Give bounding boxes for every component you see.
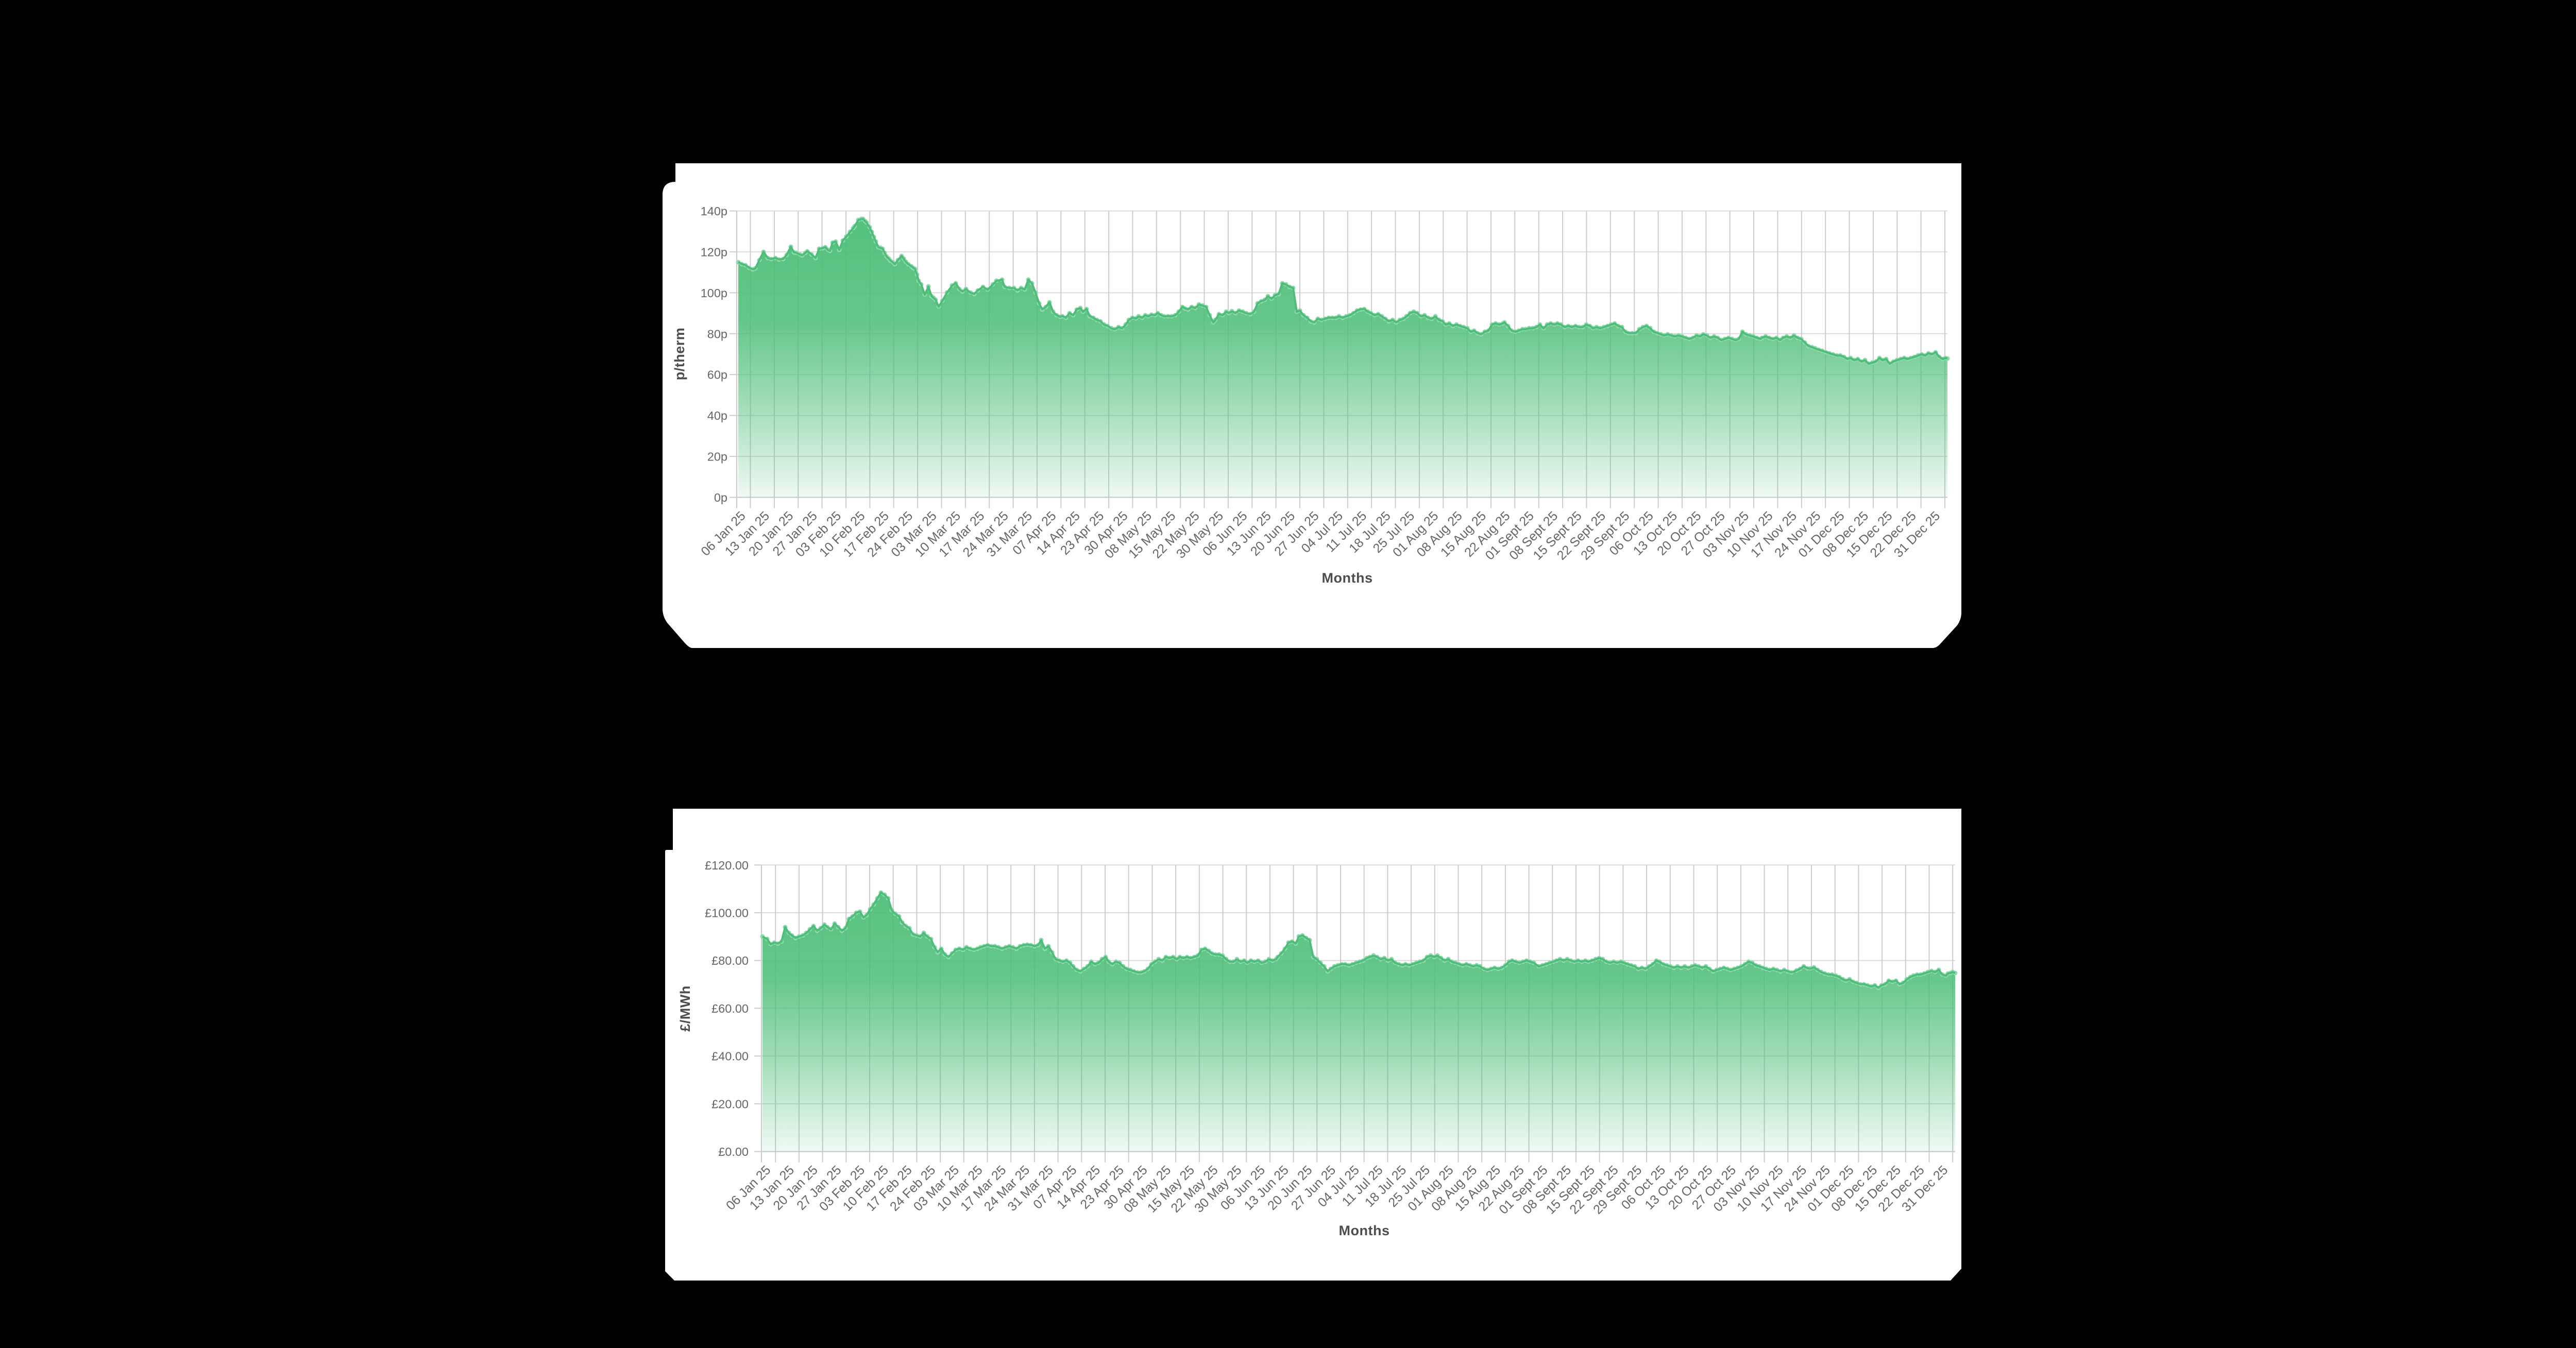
svg-text:60p: 60p (707, 368, 727, 382)
svg-text:100p: 100p (701, 286, 727, 300)
svg-text:20p: 20p (707, 450, 727, 464)
svg-text:£60.00: £60.00 (711, 1002, 749, 1015)
svg-text:40p: 40p (707, 409, 727, 422)
svg-text:£40.00: £40.00 (711, 1050, 749, 1063)
svg-text:80p: 80p (707, 327, 727, 340)
svg-text:120p: 120p (701, 245, 727, 259)
svg-text:Months: Months (1339, 1223, 1390, 1238)
svg-text:£20.00: £20.00 (711, 1097, 749, 1111)
svg-text:£/MWh: £/MWh (677, 985, 693, 1032)
svg-text:£80.00: £80.00 (711, 954, 749, 967)
svg-text:£120.00: £120.00 (705, 859, 749, 872)
svg-text:£100.00: £100.00 (705, 907, 749, 920)
svg-text:p/therm: p/therm (672, 328, 687, 381)
svg-text:0p: 0p (714, 491, 727, 504)
svg-text:Months: Months (1322, 570, 1373, 586)
svg-text:140p: 140p (701, 204, 727, 218)
svg-text:£0.00: £0.00 (718, 1145, 749, 1158)
